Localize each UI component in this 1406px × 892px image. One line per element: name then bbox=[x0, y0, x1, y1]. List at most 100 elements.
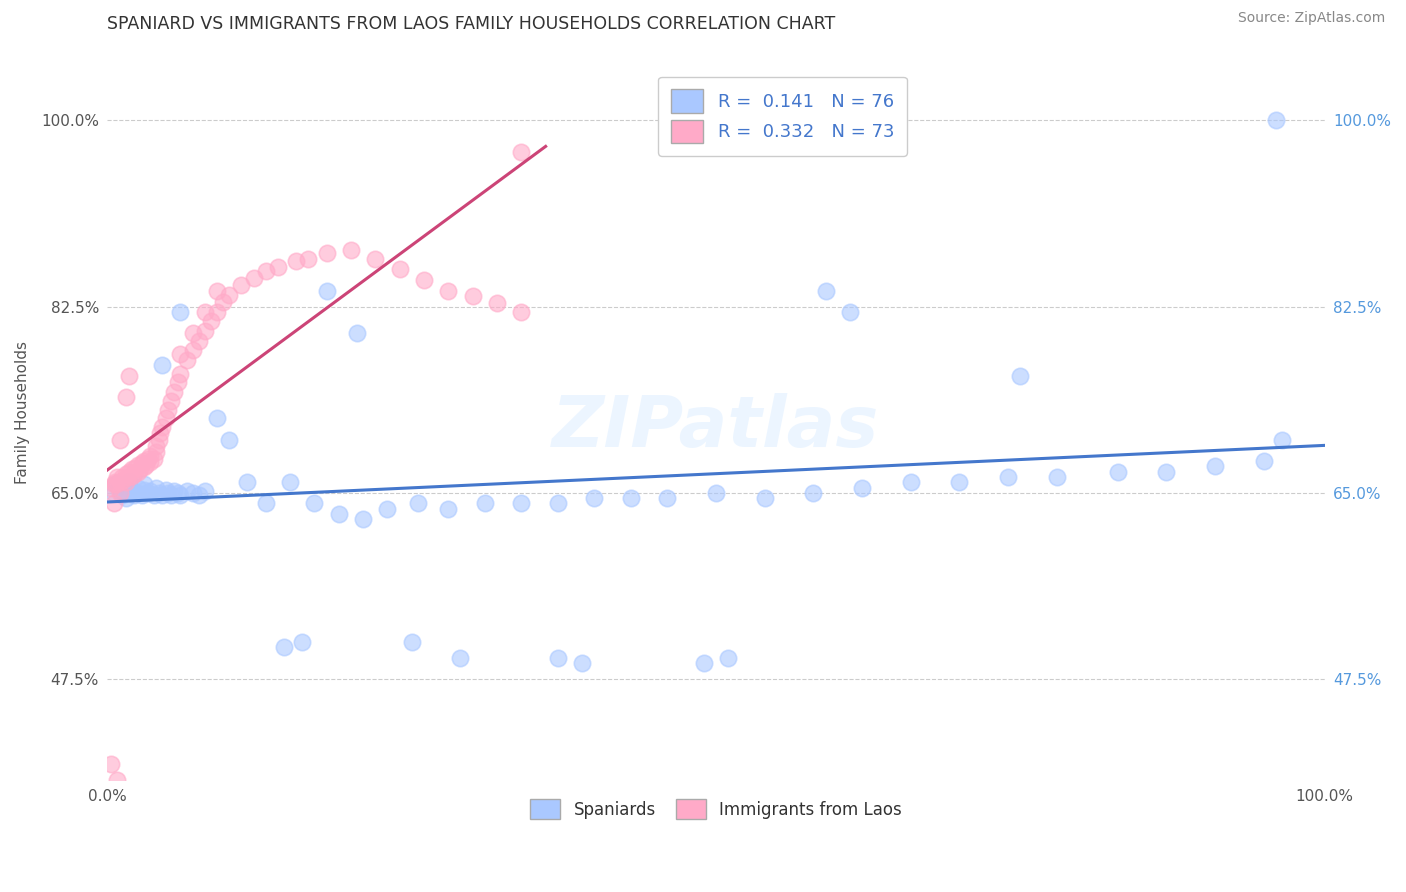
Point bbox=[157, 486, 180, 500]
Point bbox=[1204, 459, 1226, 474]
Point bbox=[103, 477, 125, 491]
Point bbox=[839, 305, 862, 319]
Point bbox=[169, 488, 191, 502]
Point bbox=[583, 491, 606, 505]
Point bbox=[117, 470, 139, 484]
Point bbox=[118, 368, 141, 383]
Point bbox=[315, 284, 337, 298]
Point bbox=[103, 496, 125, 510]
Point bbox=[474, 496, 496, 510]
Point bbox=[388, 262, 411, 277]
Point bbox=[114, 475, 136, 490]
Point bbox=[132, 460, 155, 475]
Point bbox=[114, 491, 136, 505]
Text: SPANIARD VS IMMIGRANTS FROM LAOS FAMILY HOUSEHOLDS CORRELATION CHART: SPANIARD VS IMMIGRANTS FROM LAOS FAMILY … bbox=[107, 15, 835, 33]
Point bbox=[547, 651, 569, 665]
Point bbox=[135, 458, 157, 472]
Point bbox=[346, 326, 368, 340]
Point bbox=[157, 402, 180, 417]
Y-axis label: Family Households: Family Households bbox=[15, 342, 30, 484]
Point bbox=[167, 486, 190, 500]
Point bbox=[155, 483, 177, 497]
Point bbox=[127, 486, 149, 500]
Point bbox=[352, 512, 374, 526]
Point bbox=[148, 486, 170, 500]
Point bbox=[181, 343, 204, 358]
Point bbox=[242, 270, 264, 285]
Point bbox=[132, 454, 155, 468]
Point bbox=[1271, 433, 1294, 447]
Point bbox=[1253, 454, 1275, 468]
Point bbox=[100, 757, 122, 772]
Point bbox=[136, 486, 159, 500]
Point bbox=[693, 656, 716, 670]
Point bbox=[254, 496, 277, 510]
Point bbox=[449, 651, 471, 665]
Point bbox=[205, 305, 228, 319]
Point bbox=[150, 420, 173, 434]
Point bbox=[485, 296, 508, 310]
Point bbox=[127, 481, 149, 495]
Point bbox=[132, 477, 155, 491]
Point bbox=[176, 483, 198, 498]
Point bbox=[406, 496, 429, 510]
Point bbox=[103, 486, 125, 500]
Point bbox=[401, 635, 423, 649]
Point bbox=[948, 475, 970, 490]
Point bbox=[205, 411, 228, 425]
Point bbox=[187, 488, 209, 502]
Point bbox=[547, 496, 569, 510]
Point bbox=[413, 273, 436, 287]
Point bbox=[111, 470, 134, 484]
Point bbox=[104, 477, 127, 491]
Point bbox=[571, 656, 593, 670]
Point bbox=[163, 483, 186, 498]
Point bbox=[285, 253, 308, 268]
Point bbox=[121, 483, 143, 498]
Point bbox=[142, 488, 165, 502]
Point bbox=[236, 475, 259, 490]
Legend: Spaniards, Immigrants from Laos: Spaniards, Immigrants from Laos bbox=[522, 791, 910, 827]
Point bbox=[145, 439, 167, 453]
Point bbox=[291, 635, 314, 649]
Point bbox=[187, 334, 209, 348]
Point bbox=[315, 246, 337, 260]
Point bbox=[169, 347, 191, 361]
Point bbox=[754, 491, 776, 505]
Point bbox=[122, 488, 145, 502]
Point bbox=[900, 475, 922, 490]
Point bbox=[620, 491, 643, 505]
Point bbox=[297, 252, 319, 266]
Point bbox=[803, 486, 825, 500]
Point bbox=[139, 455, 162, 469]
Point bbox=[127, 465, 149, 479]
Point bbox=[1046, 470, 1069, 484]
Point bbox=[254, 264, 277, 278]
Point bbox=[124, 461, 146, 475]
Point bbox=[205, 284, 228, 298]
Point bbox=[129, 462, 152, 476]
Point bbox=[997, 470, 1019, 484]
Point bbox=[510, 496, 533, 510]
Point bbox=[104, 475, 127, 490]
Point bbox=[461, 289, 484, 303]
Point bbox=[218, 433, 240, 447]
Point bbox=[218, 287, 240, 301]
Point bbox=[104, 477, 127, 491]
Point bbox=[1107, 465, 1129, 479]
Point bbox=[169, 367, 191, 381]
Text: ZIPatlas: ZIPatlas bbox=[553, 393, 880, 462]
Point bbox=[510, 305, 533, 319]
Point bbox=[121, 468, 143, 483]
Point bbox=[132, 483, 155, 497]
Point bbox=[704, 486, 727, 500]
Point bbox=[212, 295, 235, 310]
Point bbox=[167, 375, 190, 389]
Point bbox=[127, 458, 149, 472]
Point bbox=[142, 451, 165, 466]
Point bbox=[118, 475, 141, 490]
Point bbox=[150, 358, 173, 372]
Point bbox=[122, 467, 145, 481]
Point bbox=[851, 481, 873, 495]
Point bbox=[278, 475, 301, 490]
